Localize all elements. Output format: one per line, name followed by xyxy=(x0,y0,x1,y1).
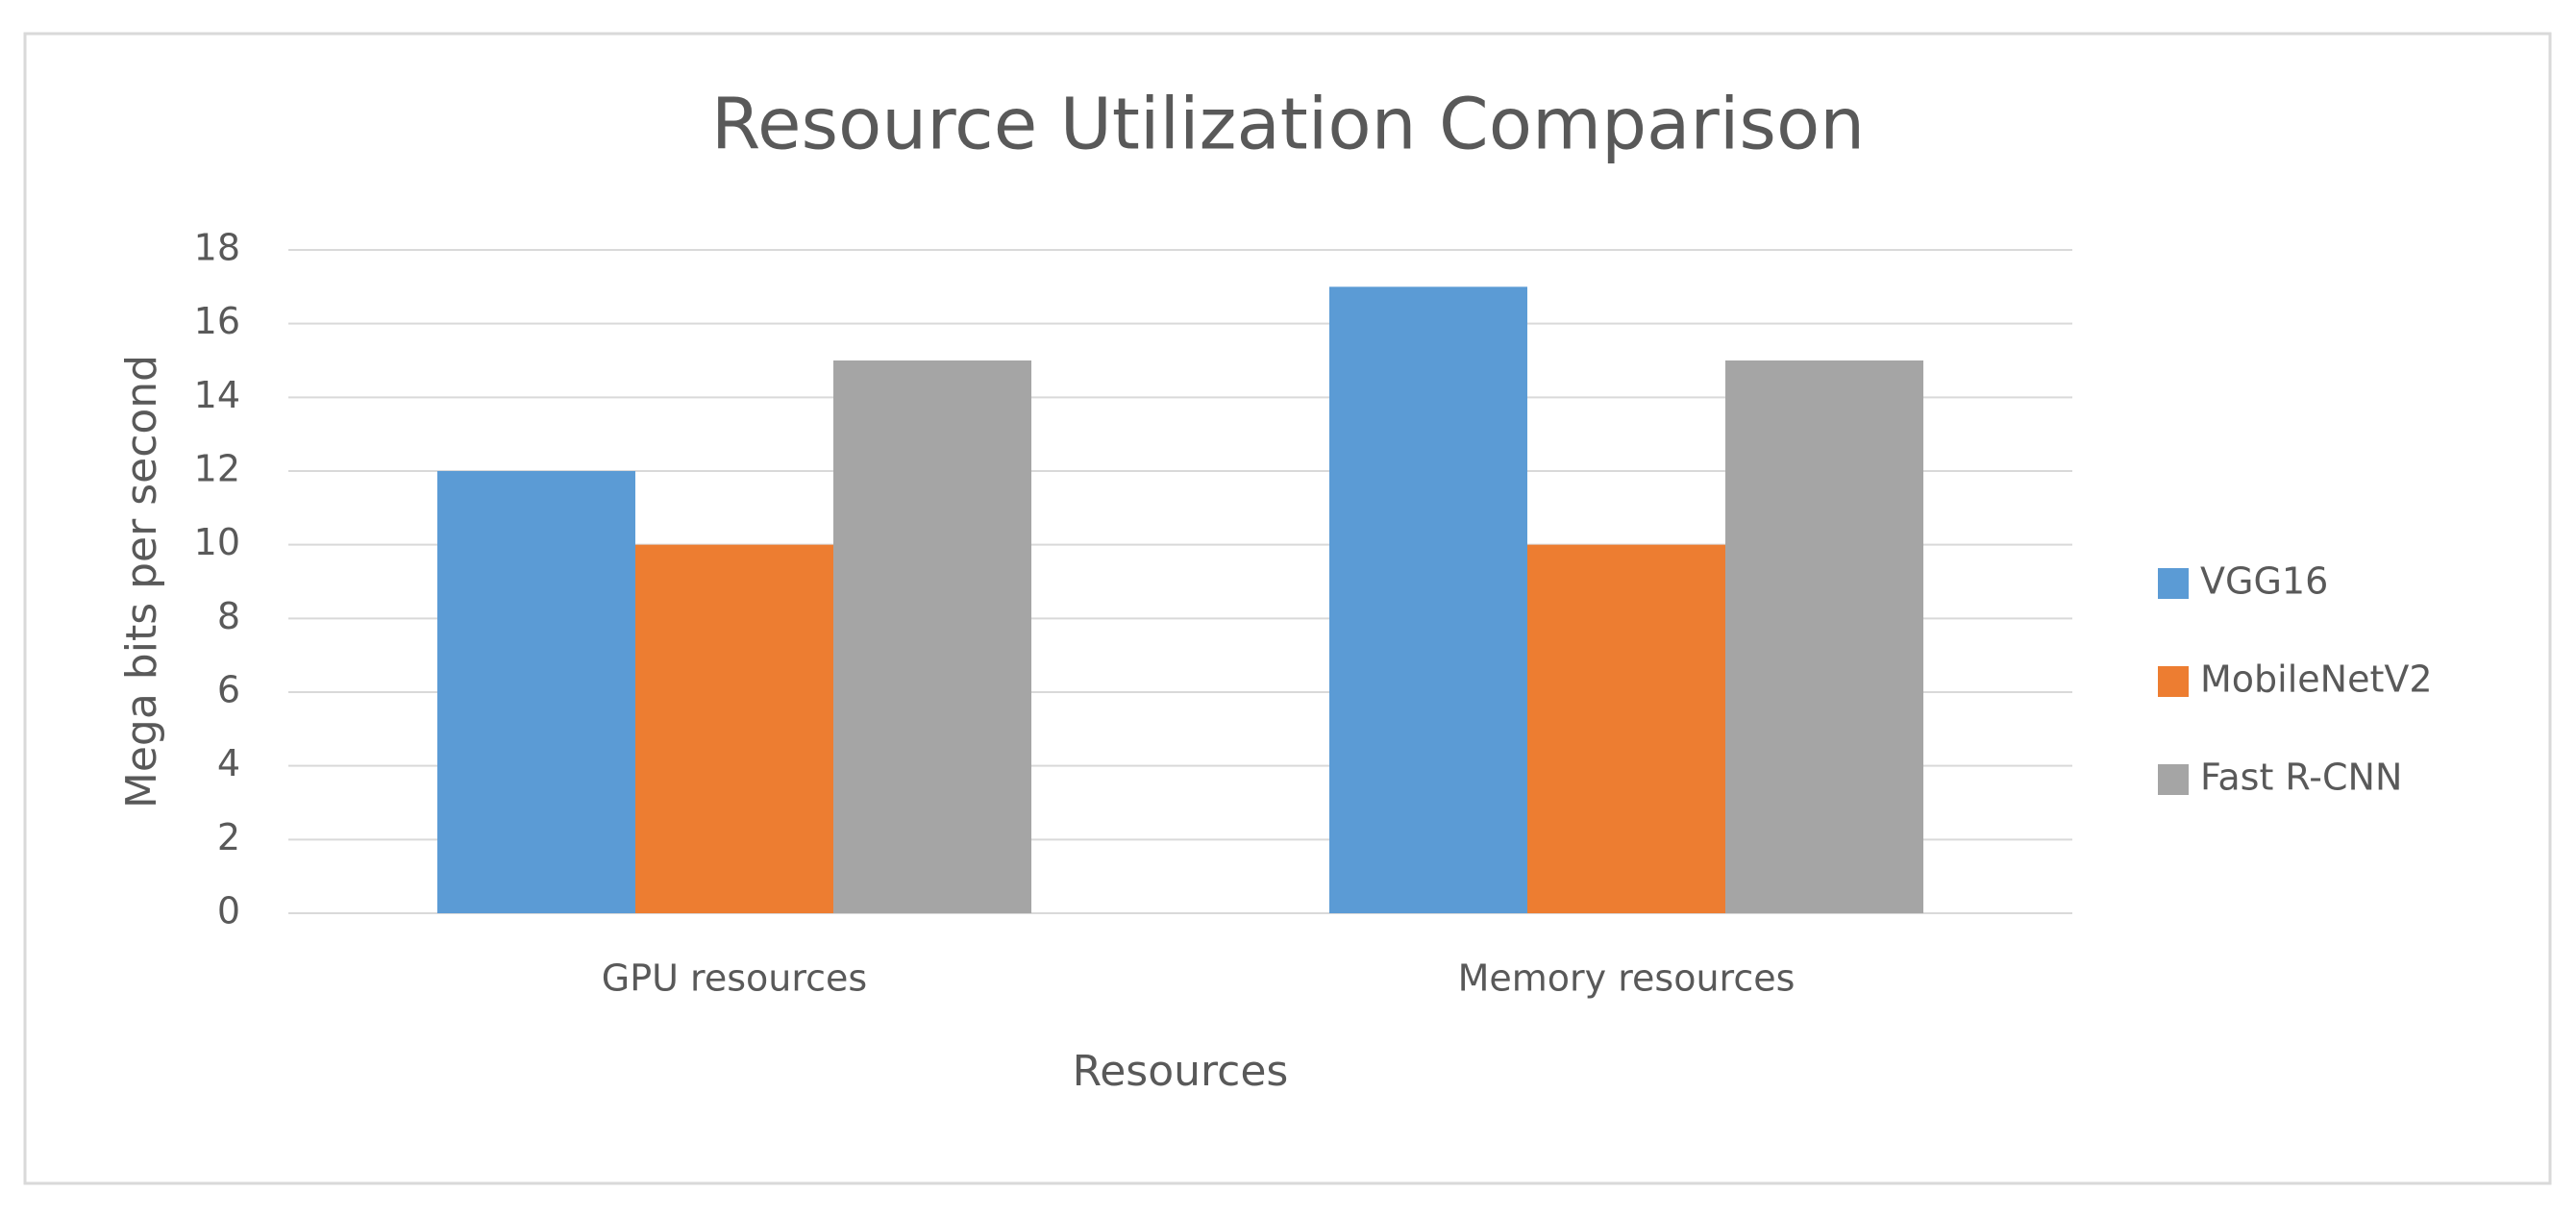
chart-border xyxy=(23,32,2552,1185)
y-tick-label: 18 xyxy=(194,227,240,269)
legend-label: VGG16 xyxy=(2200,560,2328,603)
y-tick-label: 8 xyxy=(217,595,240,637)
legend-label: MobileNetV2 xyxy=(2200,658,2433,701)
bar xyxy=(1526,544,1726,913)
y-tick-label: 4 xyxy=(217,742,240,784)
bar xyxy=(634,544,834,913)
legend-swatch xyxy=(2158,666,2189,697)
legend-label: Fast R-CNN xyxy=(2200,757,2402,799)
x-tick-label: GPU resources xyxy=(602,957,867,1000)
x-axis-label: Resources xyxy=(1073,1047,1289,1096)
x-tick-label: Memory resources xyxy=(1458,957,1796,1000)
bar xyxy=(833,360,1032,913)
y-tick-label: 12 xyxy=(194,448,240,490)
y-tick-label: 6 xyxy=(217,669,240,711)
y-axis-label: Mega bits per second xyxy=(117,355,166,808)
bar xyxy=(436,471,635,913)
legend-swatch xyxy=(2158,764,2189,795)
y-tick-label: 2 xyxy=(217,816,240,858)
y-tick-label: 10 xyxy=(194,521,240,563)
y-tick-label: 0 xyxy=(217,890,240,932)
bar xyxy=(1725,360,1924,913)
legend-swatch xyxy=(2158,568,2189,599)
bar xyxy=(1328,286,1527,913)
y-tick-label: 14 xyxy=(194,374,240,416)
chart-title: Resource Utilization Comparison xyxy=(711,84,1865,166)
y-tick-label: 16 xyxy=(194,300,240,342)
